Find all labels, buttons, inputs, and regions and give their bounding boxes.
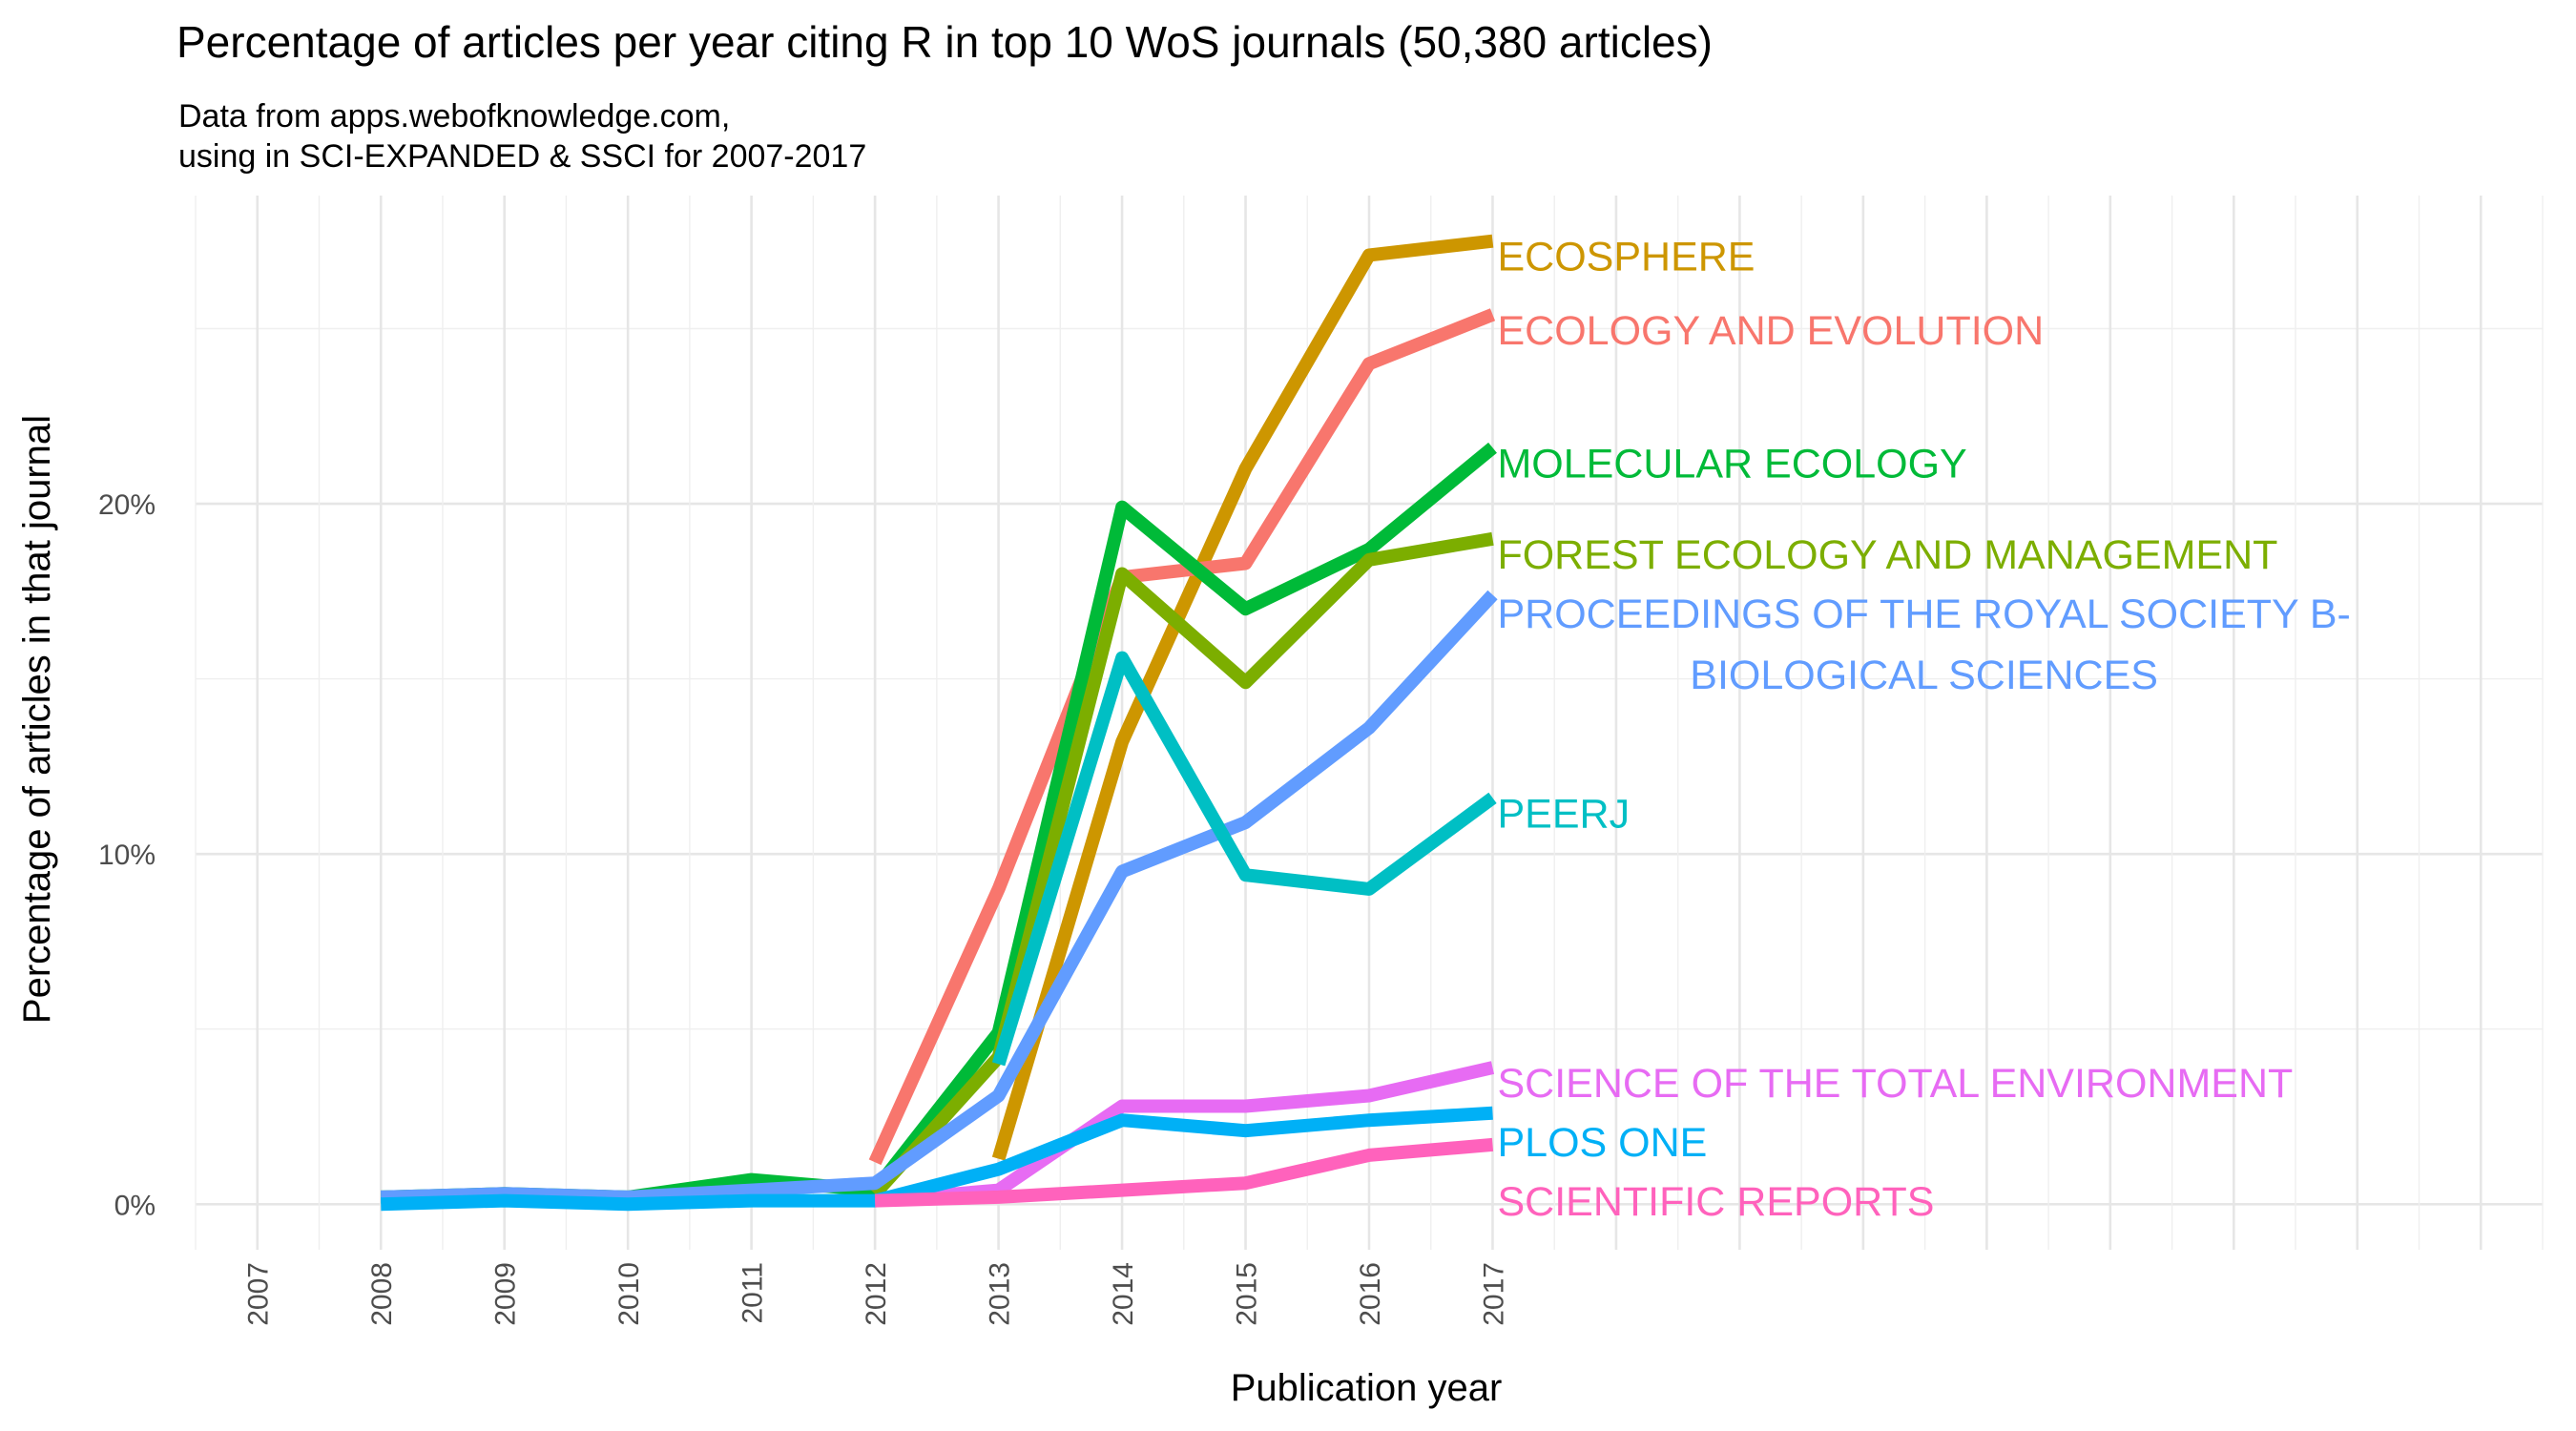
series-label-line: PLOS ONE bbox=[1497, 1120, 1707, 1166]
series-label-line: ECOSPHERE bbox=[1497, 235, 1755, 280]
x-tick-label: 2011 bbox=[737, 1262, 769, 1324]
series-label: ECOLOGY AND EVOLUTION bbox=[1497, 308, 2044, 354]
x-axis-label: Publication year bbox=[1231, 1367, 1503, 1409]
series-label-line: ECOLOGY AND EVOLUTION bbox=[1497, 308, 2044, 354]
x-tick-label: 2010 bbox=[613, 1262, 645, 1326]
y-tick-label: 10% bbox=[98, 840, 156, 871]
y-tick-label: 20% bbox=[98, 489, 156, 521]
chart-subtitle-line-1: Data from apps.webofknowledge.com, bbox=[178, 98, 730, 135]
gridlines bbox=[195, 196, 2544, 1250]
y-axis-ticks: 0% 10% 20% bbox=[98, 489, 156, 1221]
x-tick-label: 2015 bbox=[1232, 1262, 1263, 1326]
series-label: PROCEEDINGS OF THE ROYAL SOCIETY B- BIOLO… bbox=[1497, 591, 2350, 698]
series-label: SCIENCE OF THE TOTAL ENVIRONMENT bbox=[1497, 1061, 2293, 1107]
series-label: ECOSPHERE bbox=[1497, 235, 1755, 280]
series-label-line: SCIENCE OF THE TOTAL ENVIRONMENT bbox=[1497, 1061, 2293, 1107]
series-label-line: PEERJ bbox=[1497, 791, 1630, 837]
series-line bbox=[991, 234, 1494, 1161]
series-label: PEERJ bbox=[1497, 791, 1630, 837]
series-lines bbox=[381, 234, 1498, 1212]
y-tick-label: 0% bbox=[114, 1190, 156, 1221]
chart-subtitle-line-2: using in SCI-EXPANDED & SSCI for 2007-20… bbox=[178, 138, 866, 175]
x-tick-label: 2016 bbox=[1355, 1262, 1386, 1326]
series-label: PLOS ONE bbox=[1497, 1120, 1707, 1166]
x-axis-ticks: 2007 2008 2009 2010 2011 2012 2013 2014 2015 2016… bbox=[243, 1262, 1510, 1326]
x-tick-label: 2014 bbox=[1108, 1262, 1139, 1326]
series-label-line: MOLECULAR ECOLOGY bbox=[1497, 441, 1966, 487]
x-tick-label: 2012 bbox=[861, 1262, 892, 1326]
series-line bbox=[874, 1137, 1494, 1208]
y-axis-label: Percentage of articles in that journal bbox=[16, 415, 58, 1024]
series-label: MOLECULAR ECOLOGY bbox=[1497, 441, 1966, 487]
series-line bbox=[868, 308, 1496, 1166]
series-label-line: PROCEEDINGS OF THE ROYAL SOCIETY B- bbox=[1497, 591, 2350, 637]
series-line bbox=[991, 651, 1497, 1067]
series-label-line: SCIENTIFIC REPORTS bbox=[1497, 1179, 1934, 1225]
series-label-line: BIOLOGICAL SCIENCES bbox=[1690, 653, 2158, 698]
series-label: SCIENTIFIC REPORTS bbox=[1497, 1179, 1934, 1225]
chart-title: Percentage of articles per year citing R… bbox=[177, 17, 1713, 67]
series-line bbox=[869, 531, 1494, 1198]
x-tick-label: 2008 bbox=[366, 1262, 398, 1326]
plot-panel: ECOSPHERE ECOLOGY AND EVOLUTION MOLECULAR … bbox=[195, 196, 2544, 1250]
series-line bbox=[381, 590, 1498, 1204]
x-tick-label: 2013 bbox=[985, 1262, 1016, 1326]
x-tick-label: 2007 bbox=[243, 1262, 275, 1326]
series-label: FOREST ECOLOGY AND MANAGEMENT bbox=[1497, 532, 2277, 578]
x-tick-label: 2017 bbox=[1478, 1262, 1509, 1326]
x-tick-label: 2009 bbox=[490, 1262, 522, 1326]
series-line bbox=[381, 1106, 1493, 1212]
series-label-line: FOREST ECOLOGY AND MANAGEMENT bbox=[1497, 532, 2277, 578]
series-labels: ECOSPHERE ECOLOGY AND EVOLUTION MOLECULAR … bbox=[1497, 235, 2350, 1225]
